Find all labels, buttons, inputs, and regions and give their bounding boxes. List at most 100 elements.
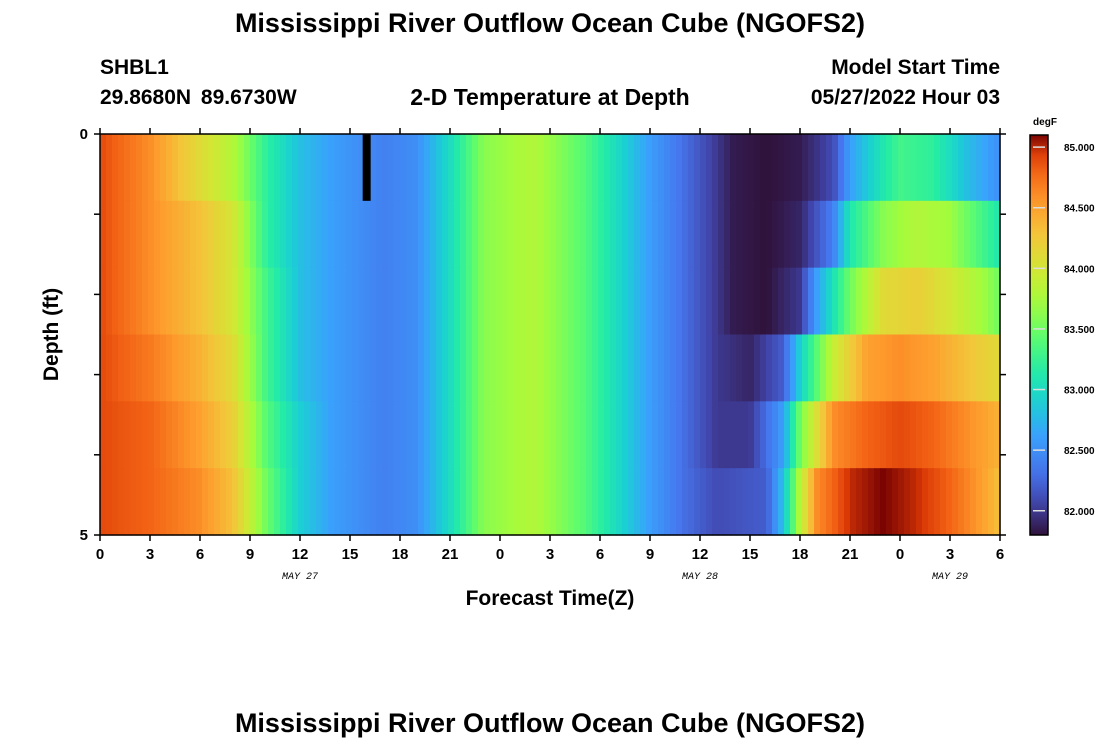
heatmap-cell [922, 134, 929, 202]
heatmap-cell [646, 200, 653, 269]
heatmap-cell [784, 334, 791, 402]
heatmap-cell [346, 267, 353, 336]
heatmap-cell [838, 334, 845, 402]
heatmap-cell [526, 134, 533, 202]
heatmap-cell [772, 468, 779, 536]
heatmap-cell [982, 334, 989, 402]
heatmap-cell [976, 200, 983, 269]
heatmap-cell [490, 134, 497, 202]
heatmap-cell [106, 200, 113, 269]
heatmap-cell [970, 334, 977, 402]
heatmap-cell [106, 334, 113, 402]
heatmap-cell [688, 468, 695, 536]
heatmap-cell [298, 134, 305, 202]
heatmap-cell [370, 200, 377, 269]
heatmap-cell [112, 334, 119, 402]
heatmap-cell [346, 401, 353, 469]
heatmap-cell [670, 401, 677, 469]
heatmap-cell [172, 334, 179, 402]
heatmap-cell [760, 200, 767, 269]
heatmap-cell [640, 401, 647, 469]
heatmap-cell [268, 267, 275, 336]
heatmap-cell [712, 134, 719, 202]
heatmap-cell [244, 334, 251, 402]
heatmap-cell [946, 334, 953, 402]
heatmap-cell [382, 134, 389, 202]
heatmap-cell [304, 401, 311, 469]
heatmap-cell [232, 267, 239, 336]
heatmap-cell [454, 200, 461, 269]
heatmap-cell [556, 401, 563, 469]
heatmap-cell [976, 267, 983, 336]
heatmap-cell [982, 468, 989, 536]
heatmap-cell [892, 334, 899, 402]
heatmap-cell [304, 468, 311, 536]
heatmap-cell [460, 334, 467, 402]
date-label: MAY 27 [282, 572, 318, 583]
heatmap-cell [994, 200, 1001, 269]
heatmap-cell [484, 334, 491, 402]
heatmap-cell [346, 134, 353, 202]
heatmap-cell [508, 334, 515, 402]
heatmap-cell [286, 134, 293, 202]
heatmap-cell [424, 334, 431, 402]
heatmap-cell [634, 401, 641, 469]
heatmap-cell [376, 468, 383, 536]
heatmap-cell [628, 401, 635, 469]
heatmap-cell [718, 401, 725, 469]
heatmap-cell [100, 267, 107, 336]
heatmap-cell [466, 200, 473, 269]
heatmap-cell [502, 267, 509, 336]
x-tick-label: 12 [292, 546, 309, 563]
heatmap-cell [838, 134, 845, 202]
heatmap-cell [844, 401, 851, 469]
heatmap-cell [928, 401, 935, 469]
heatmap-cell [100, 334, 107, 402]
heatmap-cell [490, 401, 497, 469]
heatmap-cell [274, 134, 281, 202]
heatmap-cell [616, 134, 623, 202]
heatmap-cell [724, 134, 731, 202]
heatmap-cell [868, 134, 875, 202]
heatmap-cell [190, 200, 197, 269]
heatmap-cell [826, 468, 833, 536]
heatmap-cell [478, 334, 485, 402]
heatmap-cell [232, 134, 239, 202]
heatmap-cell [982, 200, 989, 269]
heatmap-cell [484, 468, 491, 536]
heatmap-cell [844, 334, 851, 402]
heatmap-cell [610, 267, 617, 336]
heatmap-cell [598, 134, 605, 202]
heatmap-cell [898, 468, 905, 536]
heatmap-cell [982, 401, 989, 469]
heatmap-cell [286, 200, 293, 269]
heatmap-cell [928, 267, 935, 336]
heatmap-cell [988, 468, 995, 536]
heatmap-cell [346, 200, 353, 269]
heatmap-cell [484, 267, 491, 336]
heatmap-cell [682, 134, 689, 202]
heatmap-cell [226, 200, 233, 269]
heatmap-cell [202, 334, 209, 402]
heatmap-cell [604, 334, 611, 402]
heatmap-cell [136, 267, 143, 336]
heatmap-cell [988, 134, 995, 202]
heatmap-cell [862, 267, 869, 336]
heatmap-cell [778, 134, 785, 202]
heatmap-cell [130, 468, 137, 536]
x-tick-label: 6 [196, 546, 204, 563]
heatmap-cell [736, 468, 743, 536]
heatmap-cell [904, 267, 911, 336]
heatmap-cell [610, 468, 617, 536]
heatmap-cell [448, 401, 455, 469]
heatmap-cell [880, 334, 887, 402]
heatmap-cell [952, 334, 959, 402]
heatmap-cell [796, 468, 803, 536]
heatmap-cell [466, 468, 473, 536]
heatmap-cell [274, 468, 281, 536]
heatmap-cell [652, 334, 659, 402]
heatmap-cell [610, 200, 617, 269]
heatmap-cell [196, 468, 203, 536]
heatmap-cell [646, 468, 653, 536]
heatmap-cell [700, 200, 707, 269]
